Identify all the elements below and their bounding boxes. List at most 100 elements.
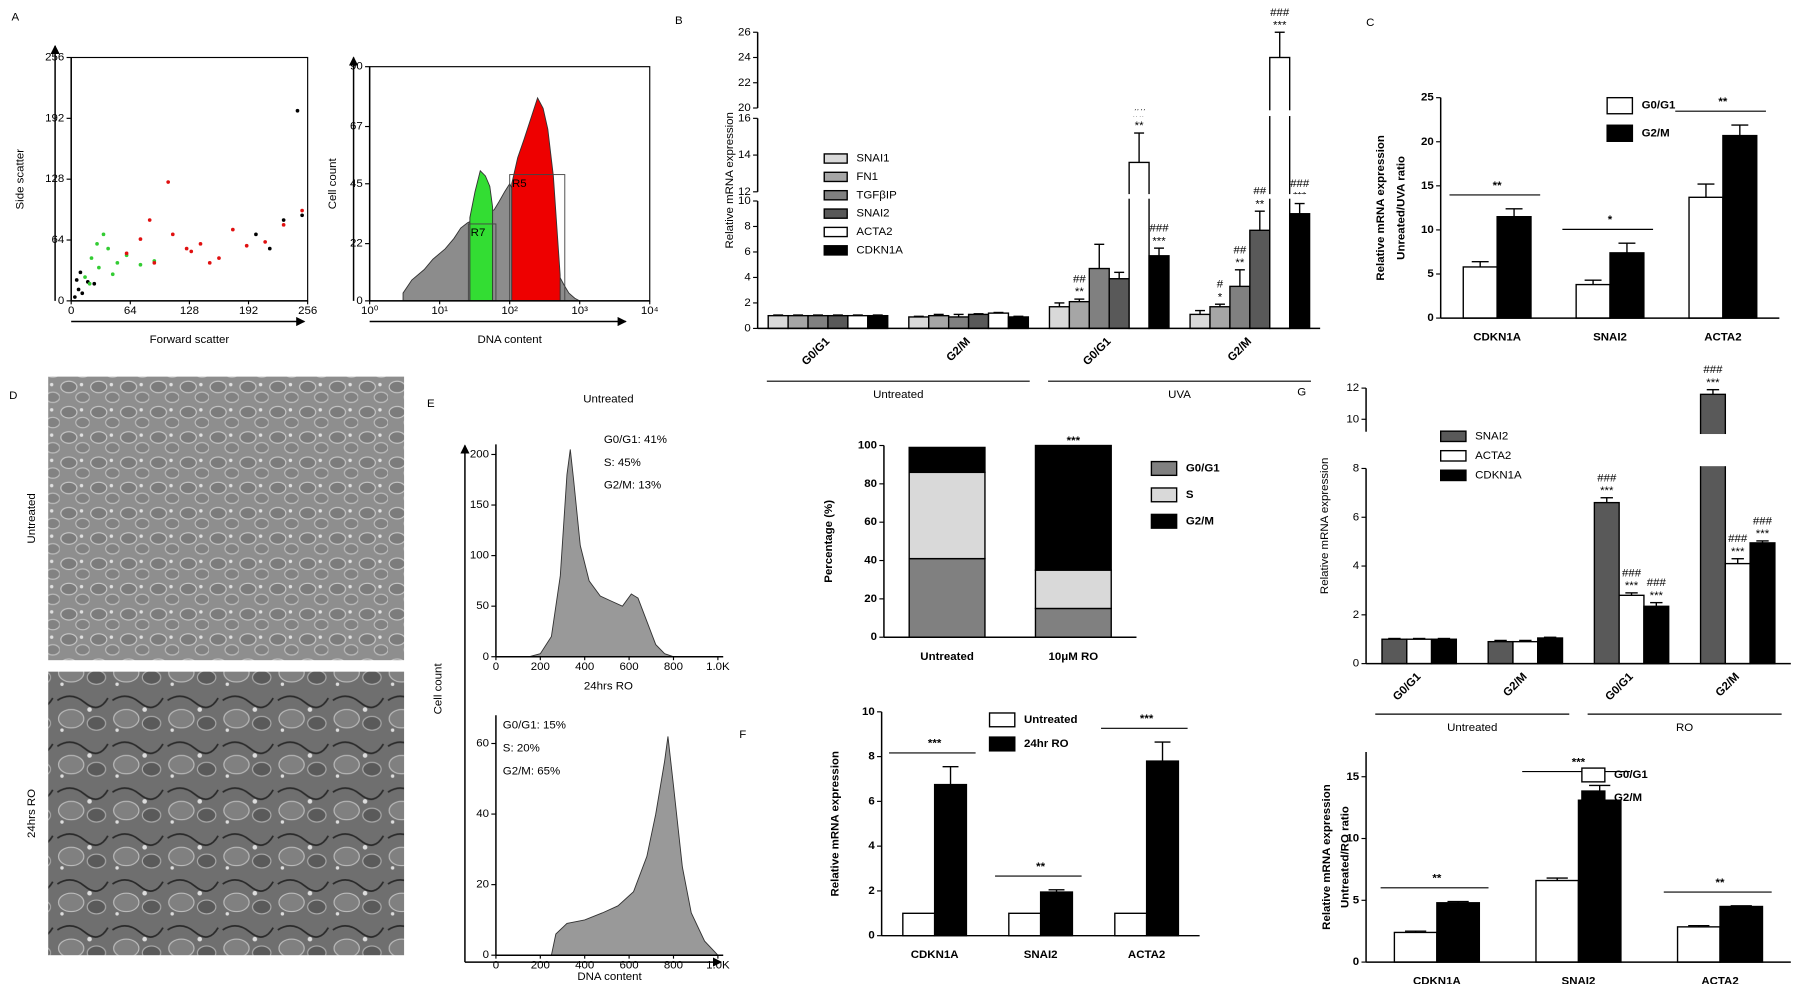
point: [267, 246, 272, 251]
y-tick-label: 100: [858, 440, 877, 452]
y-axis-label: Relative mRNA expression: [1319, 458, 1331, 594]
y-tick-label: 2: [744, 297, 750, 309]
bar: [1722, 134, 1758, 319]
panel-title: Untreated: [583, 394, 633, 406]
bar: [1643, 605, 1670, 665]
legend-swatch: [1606, 96, 1634, 115]
significance: ###: [1703, 364, 1723, 376]
y-tick-label: 2: [868, 885, 874, 897]
group-label: UVA: [1168, 389, 1191, 401]
y-tick-label: 15: [1421, 180, 1434, 192]
x-tick-label: ACTA2: [1701, 976, 1738, 984]
y-tick-label: 10: [738, 195, 751, 207]
legend-label: 24hr RO: [1024, 738, 1069, 750]
x-tick-label: G0/G1: [800, 335, 833, 368]
point: [281, 218, 286, 222]
y-tick-label: 12: [738, 186, 751, 198]
bar: [1034, 607, 1112, 638]
point: [295, 108, 300, 113]
y-tick-label: 50: [476, 600, 489, 612]
y-tick-label: 192: [45, 112, 64, 124]
legend-label: CDKN1A: [856, 244, 903, 256]
significance: **: [1718, 96, 1727, 108]
x-tick-label: G2/M: [945, 336, 973, 364]
x-tick-label: G0/G1: [1603, 670, 1636, 703]
panel-title: 24hrs RO: [584, 681, 633, 693]
point: [207, 261, 212, 265]
y-tick-label: 0: [1353, 956, 1359, 968]
micrograph: [48, 671, 405, 956]
y-tick-label: 10: [862, 706, 875, 718]
bar: [1034, 569, 1112, 610]
legend-label: G2/M: [1642, 127, 1670, 139]
point: [101, 232, 106, 237]
x-tick-label: ACTA2: [1128, 949, 1165, 961]
y-axis-label: Cell count: [433, 663, 445, 715]
significance: ***: [1756, 528, 1770, 540]
bar: [1618, 594, 1645, 665]
x-tick-label: CDKN1A: [1473, 332, 1521, 344]
legend-label: G2/M: [1614, 792, 1642, 804]
bar: [1039, 891, 1074, 937]
y-tick-label: 0: [1353, 658, 1359, 670]
legend-swatch: [1150, 460, 1178, 477]
x-axis-label: Forward scatter: [150, 334, 230, 346]
legend-label: SNAI2: [1475, 430, 1508, 442]
bar: [1406, 638, 1433, 665]
bar: [1249, 229, 1271, 330]
y-axis-label: Relative mRNA expression: [1321, 784, 1333, 930]
significance: ###: [1597, 472, 1617, 484]
histogram-area: [511, 96, 561, 302]
point: [115, 261, 120, 265]
bar: [1719, 905, 1764, 963]
point: [92, 281, 97, 286]
bar: [1535, 879, 1580, 963]
point: [184, 246, 189, 251]
bar: [1496, 216, 1532, 319]
x-tick-label: 1.0K: [706, 661, 730, 673]
legend-swatch: [823, 153, 848, 164]
bar: [908, 471, 986, 560]
point: [198, 241, 203, 246]
point: [300, 213, 304, 218]
point: [87, 281, 92, 286]
y-tick-label: 60: [864, 516, 877, 528]
bar: [1145, 760, 1180, 937]
point: [78, 270, 83, 275]
bar: [902, 912, 936, 937]
y-tick-label: 20: [1421, 136, 1434, 148]
bar: [1593, 501, 1620, 665]
y-tick-label: 45: [350, 178, 363, 190]
y-tick-label: 256: [45, 52, 64, 64]
y-tick-label: 0: [483, 651, 489, 663]
y-tick-label: 6: [868, 795, 874, 807]
x-tick-label: G2/M: [1501, 671, 1529, 699]
bar: [1381, 638, 1408, 665]
significance: ###: [1753, 515, 1773, 527]
y-axis-label: Unreated/UVA ratio: [1396, 156, 1408, 260]
point: [73, 295, 77, 299]
legend-label: ACTA2: [856, 226, 892, 238]
bar: [1430, 638, 1458, 665]
annotation: S: 20%: [503, 743, 540, 755]
y-tick-label: 2: [1353, 609, 1359, 621]
y-tick-label: 60: [476, 738, 489, 750]
point: [170, 232, 175, 237]
legend-swatch: [988, 736, 1016, 752]
bar: [1209, 306, 1231, 330]
histogram-area: [469, 169, 494, 302]
panel-label: A: [11, 11, 19, 23]
significance: **: [1075, 286, 1084, 298]
significance: ###: [1622, 567, 1642, 579]
legend-label: G2/M: [1186, 515, 1214, 527]
y-tick-label: 100: [470, 550, 489, 562]
bar: [1128, 161, 1150, 330]
annotation: G0/G1: 41%: [604, 434, 667, 446]
y-tick-label: 16: [738, 112, 751, 124]
y-axis-label: Cell count: [327, 157, 339, 209]
legend-label: TGFβIP: [856, 189, 897, 201]
bar: [1724, 562, 1751, 665]
significance: ###: [1647, 577, 1667, 589]
bar: [1048, 306, 1071, 330]
x-tick-label: 400: [575, 960, 594, 972]
